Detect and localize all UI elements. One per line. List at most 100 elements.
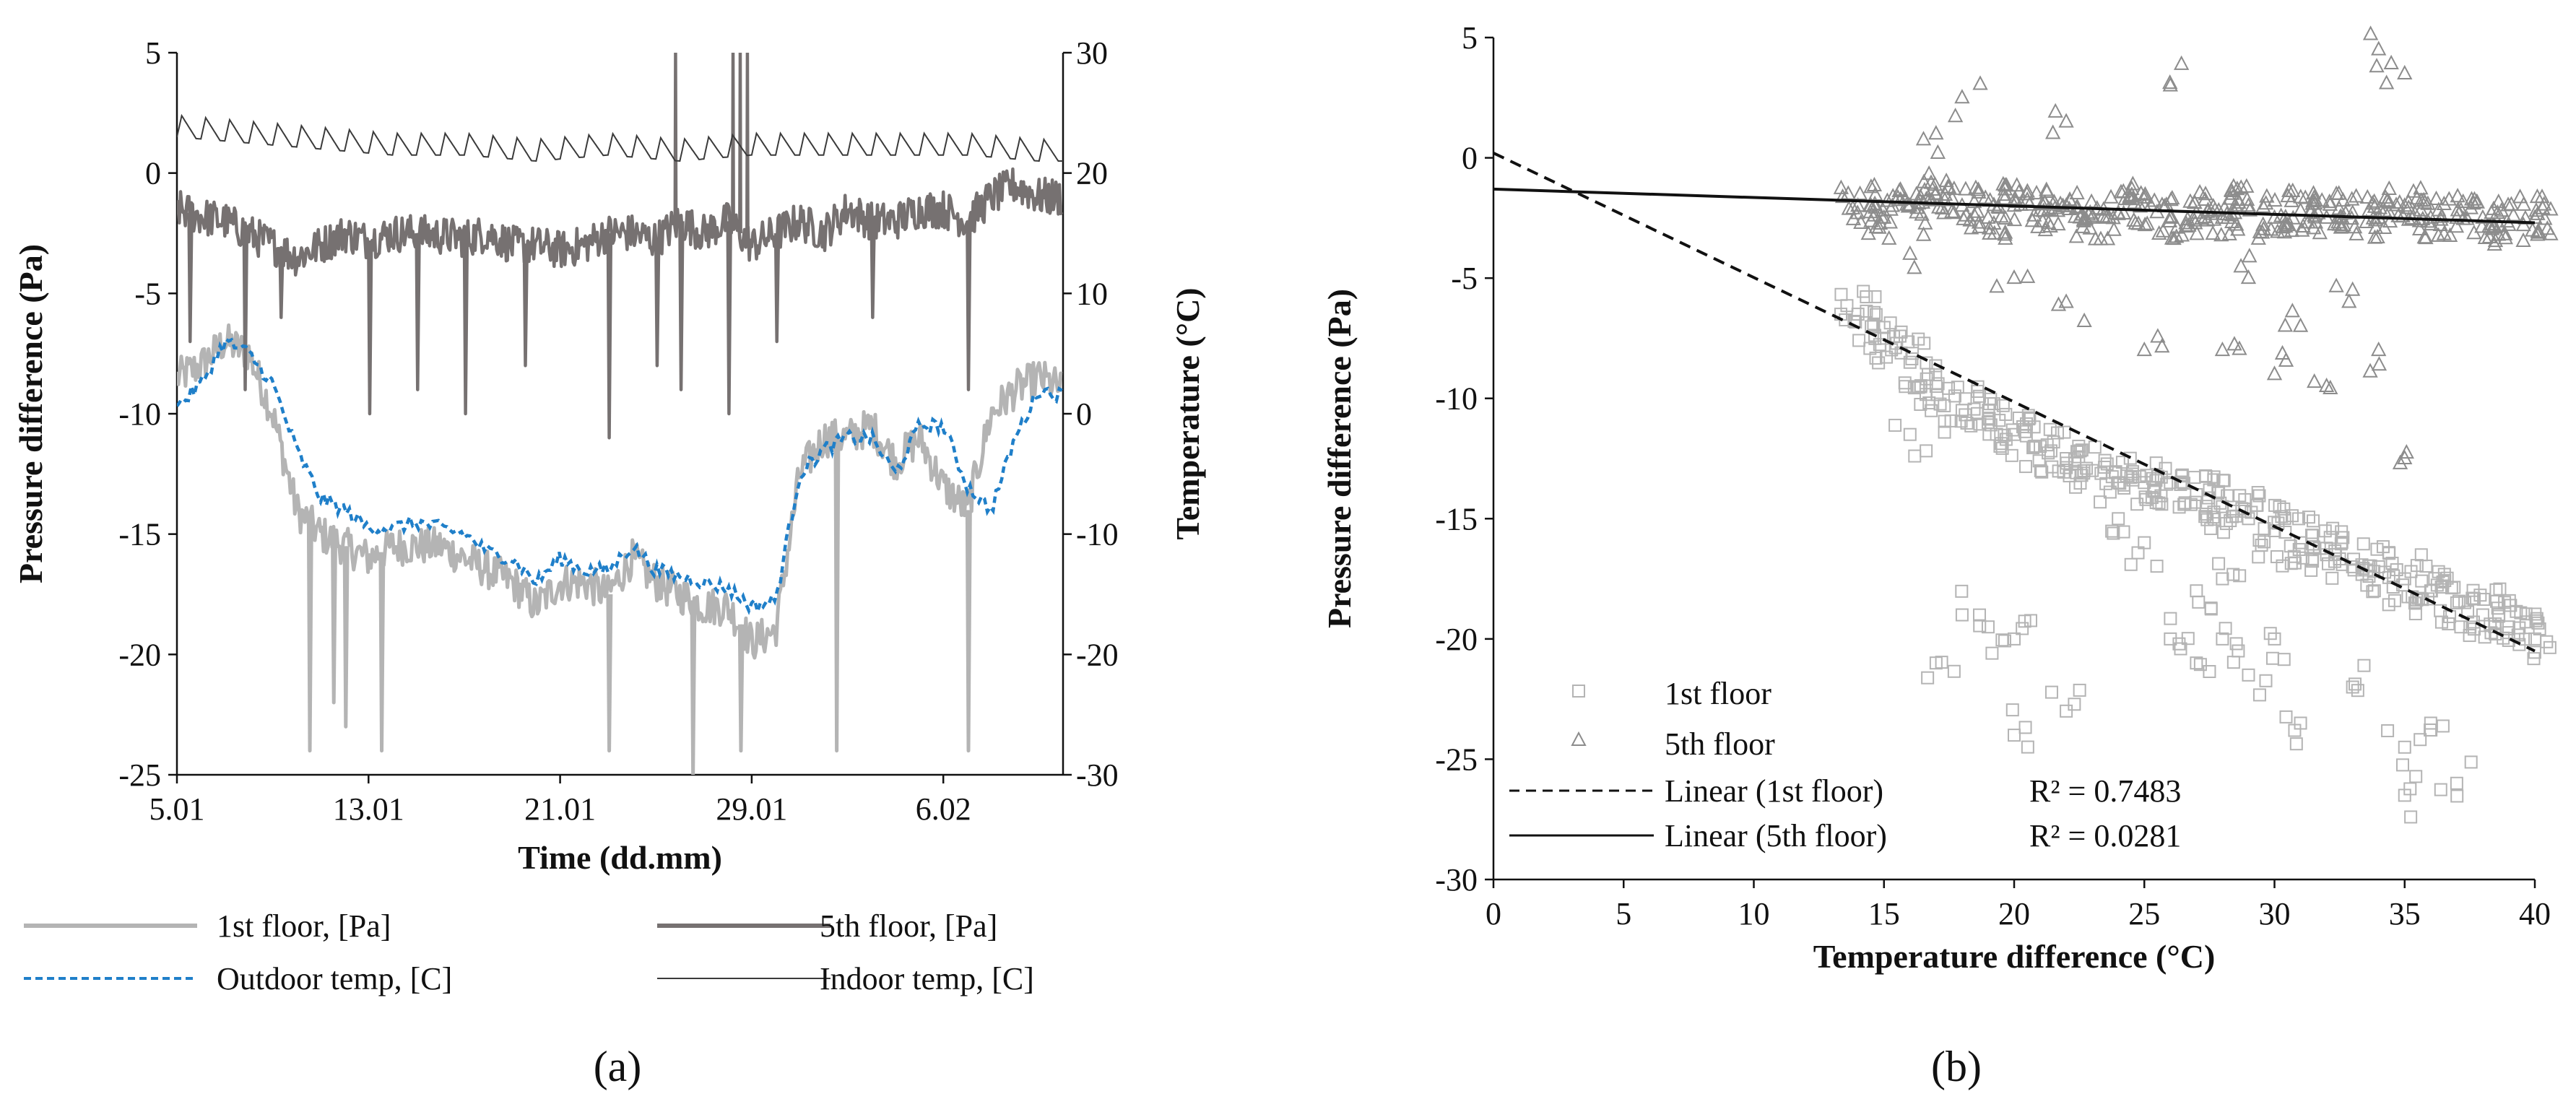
point-1st-floor <box>2502 594 2516 607</box>
point-1st-floor <box>1852 334 1866 347</box>
point-1st-floor <box>2442 617 2455 630</box>
point-5th-floor <box>2266 209 2283 224</box>
point-5th-floor <box>1852 185 1868 201</box>
panel-a: 5 0 -5 -10 -15 -20 -25 30 20 10 0 -10 -20 -30 5.01 13.0… <box>12 35 1206 1090</box>
point-5th-floor <box>2346 219 2363 234</box>
point-1st-floor <box>2150 560 2164 573</box>
point-1st-floor <box>2016 420 2029 434</box>
point-1st-floor <box>2190 656 2203 670</box>
point-1st-floor <box>1931 377 1945 391</box>
point-1st-floor <box>2226 656 2240 669</box>
point-5th-floor <box>2348 188 2364 203</box>
point-5th-floor <box>2154 338 2170 353</box>
point-1st-floor <box>2265 651 2279 665</box>
point-1st-floor <box>2434 615 2448 629</box>
point-5th-floor <box>1922 191 1938 206</box>
point-1st-floor <box>2258 535 2271 549</box>
point-1st-floor <box>2184 498 2198 511</box>
y-tick-label: -20 <box>118 637 161 672</box>
point-5th-floor <box>2442 227 2458 242</box>
point-1st-floor <box>1995 633 2009 647</box>
point-5th-floor <box>2527 209 2543 224</box>
point-1st-floor <box>1982 427 1996 441</box>
point-1st-floor <box>1860 304 1873 318</box>
point-5th-floor <box>1954 89 1970 104</box>
point-1st-floor <box>2124 557 2138 571</box>
y-tick-label: -30 <box>1435 862 1478 898</box>
point-1st-floor <box>2409 770 2423 783</box>
point-5th-floor <box>2047 103 2063 118</box>
point-5th-floor <box>2378 74 2395 90</box>
point-5th-floor <box>2254 224 2271 239</box>
point-1st-floor <box>1951 381 1964 394</box>
point-5th-floor <box>1927 186 1943 201</box>
point-1st-floor <box>1964 419 1978 433</box>
point-1st-floor <box>2318 524 2332 538</box>
point-5th-floor <box>2182 193 2198 208</box>
point-1st-floor <box>2149 495 2163 509</box>
legend-b: 1st floor 5th floor Linear (1st floor) R² =… <box>1509 676 2181 853</box>
point-1st-floor <box>2382 547 2396 560</box>
point-5th-floor <box>2397 64 2413 79</box>
point-5th-floor <box>2151 225 2167 240</box>
point-1st-floor <box>2277 502 2291 516</box>
legend-marker-triangle <box>1571 731 1587 746</box>
point-1st-floor <box>2198 469 2212 482</box>
point-5th-floor <box>2274 344 2291 360</box>
point-5th-floor <box>2211 201 2226 217</box>
point-1st-floor <box>2123 451 2137 465</box>
point-1st-floor <box>2131 546 2145 560</box>
point-1st-floor <box>2464 755 2478 769</box>
point-1st-floor <box>2226 568 2240 581</box>
point-5th-floor <box>2369 58 2385 73</box>
point-1st-floor <box>1921 671 1935 685</box>
point-5th-floor <box>2294 222 2310 237</box>
point-1st-floor <box>1955 404 1969 417</box>
point-1st-floor <box>2251 486 2265 500</box>
point-1st-floor <box>2306 555 2320 568</box>
point-1st-floor <box>1914 380 1927 394</box>
point-1st-floor <box>2356 561 2370 575</box>
point-1st-floor <box>2357 659 2371 672</box>
y-tick-label: -5 <box>134 276 161 311</box>
point-1st-floor <box>2531 616 2545 630</box>
point-1st-floor <box>1985 646 1999 660</box>
point-5th-floor <box>2019 183 2035 198</box>
point-1st-floor <box>1995 441 2009 455</box>
point-1st-floor <box>2428 572 2442 586</box>
point-1st-floor <box>2250 498 2263 512</box>
point-5th-floor <box>2163 208 2180 223</box>
point-5th-floor <box>2334 218 2350 233</box>
point-5th-floor <box>2377 202 2393 217</box>
point-5th-floor <box>1868 218 1884 234</box>
point-1st-floor <box>2019 429 2033 443</box>
point-5th-floor <box>2362 25 2379 40</box>
point-5th-floor <box>2420 213 2436 228</box>
point-5th-floor <box>2230 221 2246 236</box>
point-1st-floor <box>2045 460 2059 474</box>
point-1st-floor <box>2199 508 2213 521</box>
point-1st-floor <box>2189 495 2203 509</box>
point-5th-floor <box>2534 188 2550 204</box>
legend-label: 5th floor, [Pa] <box>820 908 997 944</box>
point-1st-floor <box>2436 719 2450 733</box>
point-5th-floor <box>2469 193 2485 208</box>
y-right-tick-label: 30 <box>1076 35 1108 71</box>
x-tick-label: 6.02 <box>916 791 971 827</box>
point-1st-floor <box>2519 607 2533 621</box>
point-5th-floor <box>1916 173 1932 188</box>
point-5th-floor <box>2226 336 2242 351</box>
point-1st-floor <box>1972 608 1986 622</box>
point-5th-floor <box>1971 183 1987 199</box>
point-5th-floor <box>1873 209 1890 224</box>
y-right-tick-label: 10 <box>1076 276 1108 311</box>
point-1st-floor <box>2268 498 2282 512</box>
point-5th-floor <box>2105 209 2121 225</box>
point-1st-floor <box>2289 737 2303 751</box>
point-5th-floor <box>2178 217 2194 233</box>
point-5th-floor <box>2537 210 2553 225</box>
point-5th-floor <box>2503 196 2520 211</box>
point-5th-floor <box>1915 226 1932 241</box>
point-5th-floor <box>2292 317 2309 332</box>
point-5th-floor <box>2139 215 2155 230</box>
